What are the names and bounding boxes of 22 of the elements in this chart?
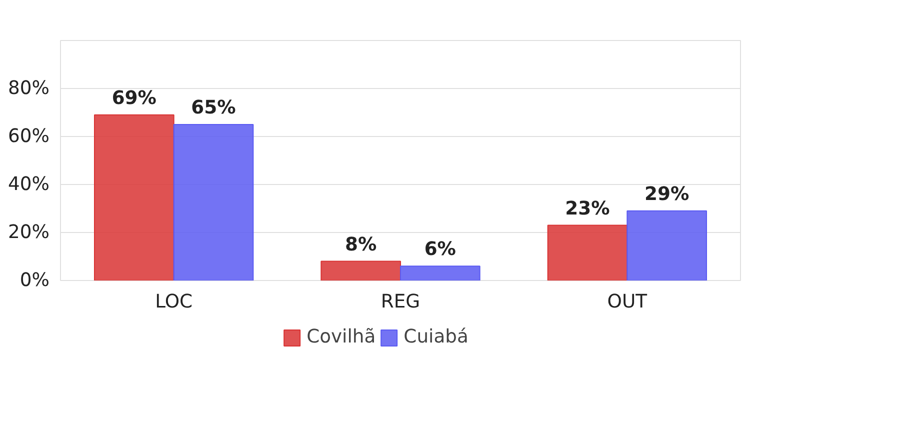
data-label: 29% xyxy=(644,184,690,205)
y-tick-label: 0% xyxy=(20,270,50,291)
data-label: 8% xyxy=(344,234,377,256)
x-tick-label: OUT xyxy=(607,292,648,312)
data-label: 65% xyxy=(191,98,236,118)
y-tick-label: 40% xyxy=(8,174,50,195)
y-tick-label: 80% xyxy=(8,78,50,99)
bar xyxy=(94,114,174,280)
y-tick-label: 60% xyxy=(8,126,50,147)
bar xyxy=(320,260,401,280)
bar xyxy=(626,210,707,280)
legend-label: Cuiabá xyxy=(404,326,468,348)
y-tick-label: 20% xyxy=(8,222,50,243)
bar xyxy=(547,224,628,280)
data-label: 69% xyxy=(112,88,157,109)
legend-label: Covilhã xyxy=(306,326,376,348)
x-tick-label: REG xyxy=(380,292,420,312)
bar xyxy=(400,266,480,280)
data-label: 23% xyxy=(565,198,610,220)
x-tick-label: LOC xyxy=(155,292,193,312)
bar xyxy=(173,124,254,280)
data-label: 6% xyxy=(424,239,456,260)
